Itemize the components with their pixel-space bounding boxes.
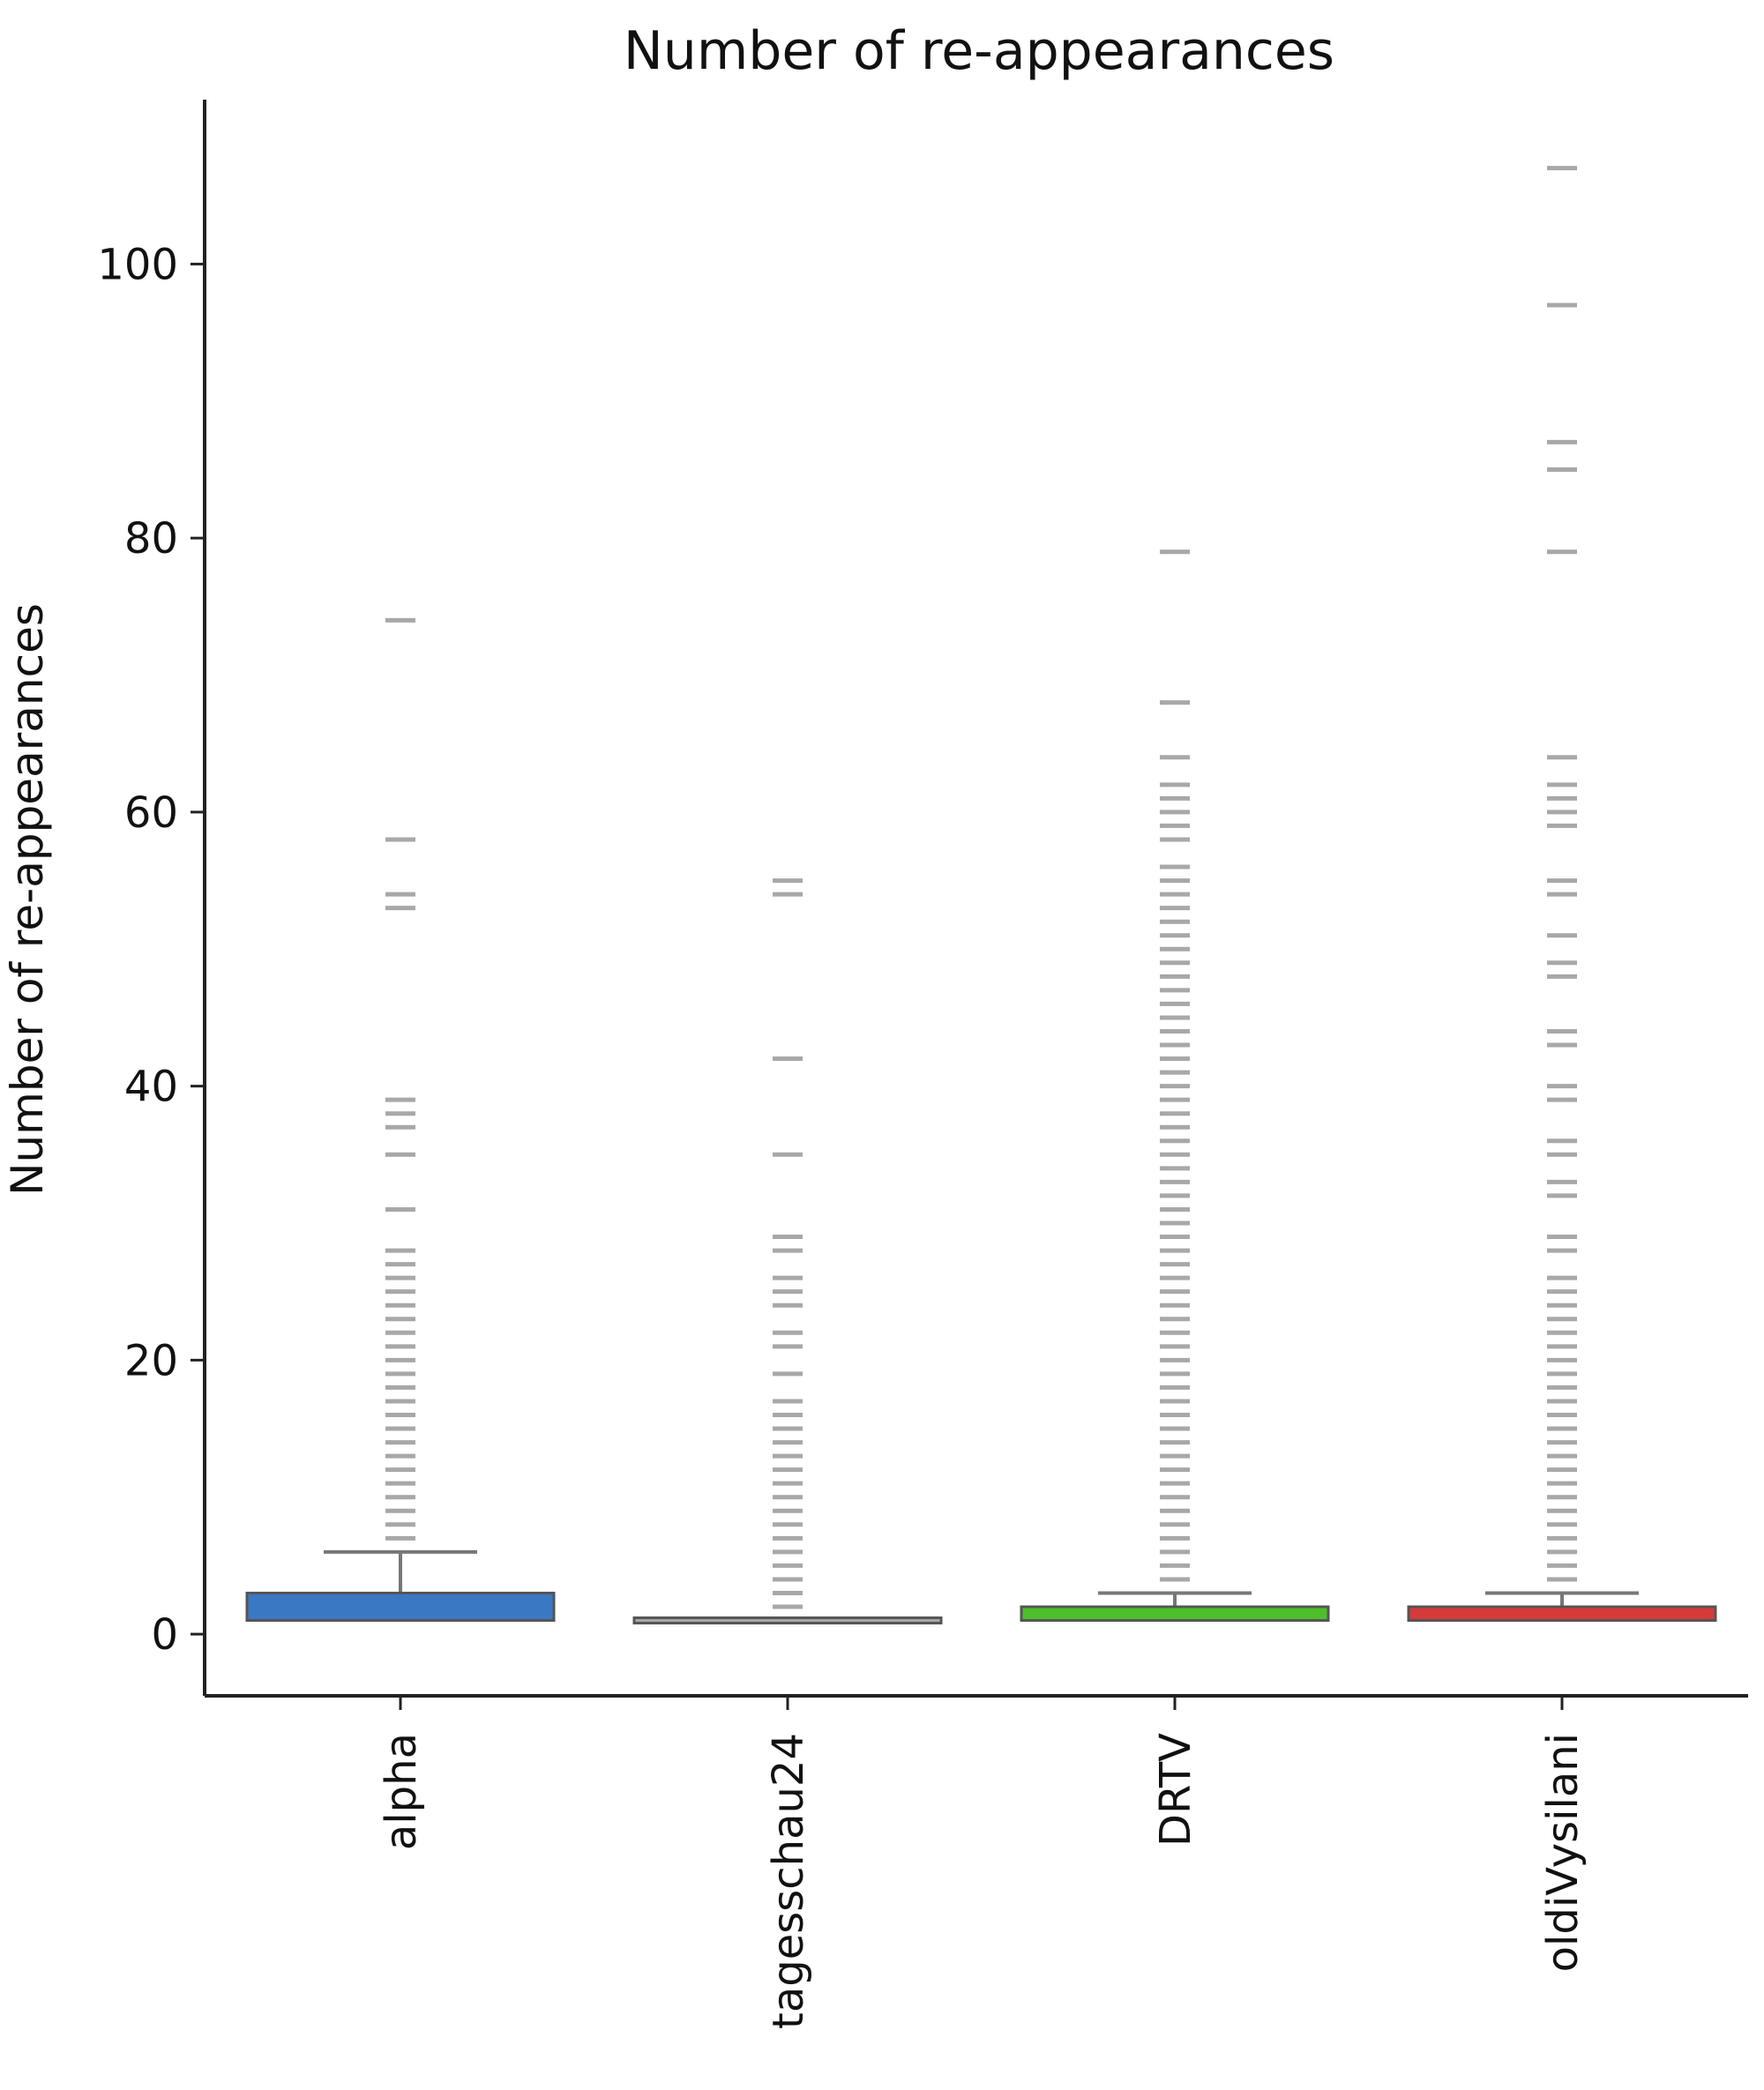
x-tick-label: tagesschau24 — [764, 1733, 813, 2029]
y-axis-ticks: 0 20 40 60 80 100 — [97, 240, 205, 1660]
x-axis-ticks: alpha tagesschau24 DRTV oldiVysilani — [377, 1696, 1588, 2029]
box-group-alpha — [245, 617, 556, 1623]
box-tagesschau24 — [632, 1616, 943, 1625]
y-tick-label: 80 — [124, 514, 178, 564]
box-group-tagesschau24 — [632, 878, 943, 1625]
y-tick-label: 60 — [124, 788, 178, 838]
y-axis-label: Number of re-appearances — [2, 603, 53, 1196]
box-alpha — [245, 1591, 556, 1623]
box-DRTV — [1020, 1605, 1330, 1623]
x-tick-label: DRTV — [1151, 1733, 1200, 1847]
x-tick-label: oldiVysilani — [1538, 1733, 1588, 1972]
x-tick-label: alpha — [377, 1733, 426, 1850]
box-group-DRTV — [1020, 549, 1330, 1623]
box-group-oldiVysilani — [1407, 166, 1717, 1623]
box-oldiVysilani — [1407, 1605, 1717, 1623]
y-tick-label: 100 — [97, 240, 178, 289]
y-tick-label: 20 — [124, 1336, 178, 1385]
plot-area — [245, 166, 1717, 1625]
y-tick-label: 0 — [151, 1610, 178, 1660]
chart-title: Number of re-appearances — [624, 20, 1334, 82]
y-tick-label: 40 — [124, 1063, 178, 1112]
